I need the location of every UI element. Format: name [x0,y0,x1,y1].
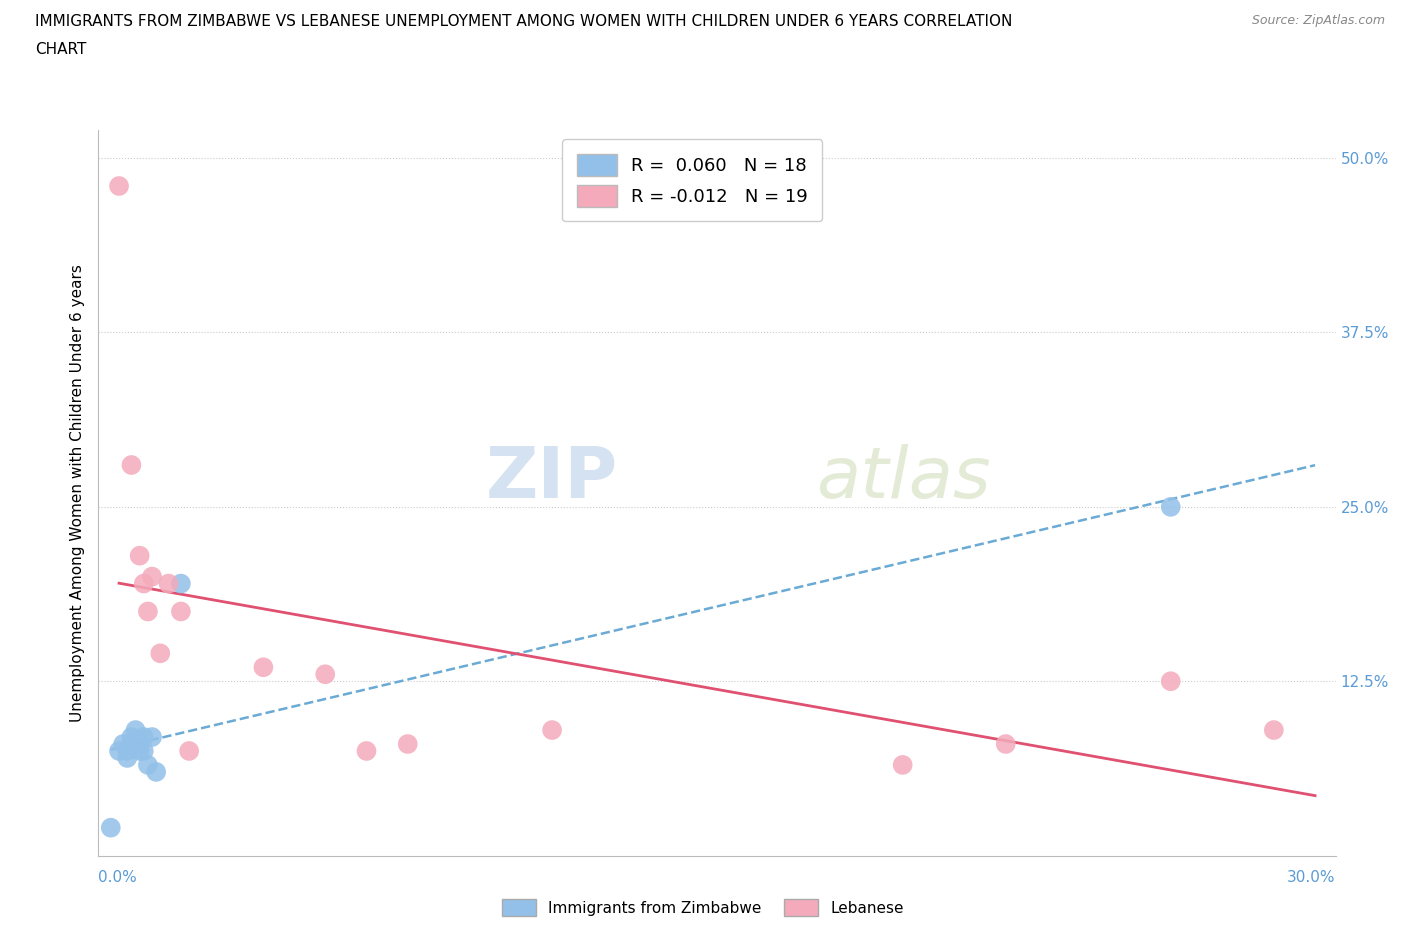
Point [124,723,146,737]
Point [891,757,914,772]
Point [108,179,131,193]
Point [141,569,163,584]
Point [117,744,139,759]
Point [314,667,336,682]
Point [124,737,146,751]
Point [252,660,274,675]
Text: IMMIGRANTS FROM ZIMBABWE VS LEBANESE UNEMPLOYMENT AMONG WOMEN WITH CHILDREN UNDE: IMMIGRANTS FROM ZIMBABWE VS LEBANESE UNE… [35,14,1012,29]
Legend: Immigrants from Zimbabwe, Lebanese: Immigrants from Zimbabwe, Lebanese [496,893,910,923]
Point [120,737,142,751]
Point [128,737,150,751]
Text: atlas: atlas [815,444,991,512]
Point [1263,723,1285,737]
Point [136,604,159,619]
Point [128,549,150,564]
Point [149,646,172,661]
Text: ZIP: ZIP [486,444,619,512]
Point [132,577,155,591]
Point [1160,499,1182,514]
Point [170,604,193,619]
Point [136,757,159,772]
Point [128,744,150,759]
Point [120,458,142,472]
Point [145,764,167,779]
Point [179,744,201,759]
Point [112,737,135,751]
Point [1160,674,1182,689]
Text: 0.0%: 0.0% [98,870,138,884]
Point [132,730,155,745]
Point [132,744,155,759]
Text: CHART: CHART [35,42,87,57]
Y-axis label: Unemployment Among Women with Children Under 6 years: Unemployment Among Women with Children U… [69,264,84,722]
Point [396,737,419,751]
Point [108,744,131,759]
Point [100,820,122,835]
Point [356,744,378,759]
Point [541,723,564,737]
Point [170,577,193,591]
Point [120,730,142,745]
Text: 30.0%: 30.0% [1288,870,1336,884]
Legend: R =  0.060   N = 18, R = -0.012   N = 19: R = 0.060 N = 18, R = -0.012 N = 19 [562,140,823,221]
Point [994,737,1017,751]
Point [157,577,180,591]
Point [117,751,139,765]
Text: Source: ZipAtlas.com: Source: ZipAtlas.com [1251,14,1385,27]
Point [141,730,163,745]
